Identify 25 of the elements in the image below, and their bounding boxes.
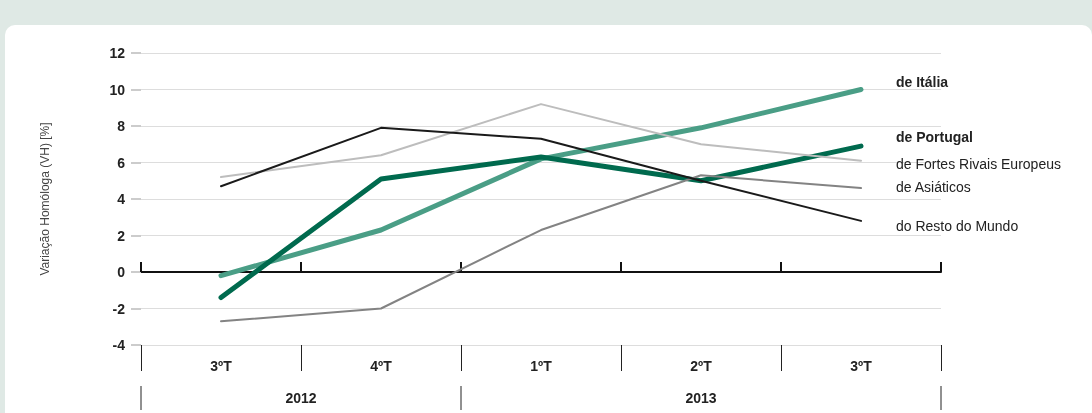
text: de Asiáticos [896,179,971,196]
text: de Fortes Rivais Europeus [896,155,1061,172]
text: de Portugal [896,129,974,146]
y-axis-title: Variação Homóloga (VH) [%] [38,122,52,276]
text: de Itália [896,73,949,90]
y-tick-label: 8 [117,118,126,134]
line-series [220,103,862,179]
x-tick-label: 4ºT [370,358,393,374]
y-tick-label: 4 [117,191,126,207]
y-tick-label: 0 [117,264,126,280]
x-tick-label: 1ºT [530,358,553,374]
x-tick-label: 3ºT [210,358,233,374]
line-series [220,126,862,222]
y-tick-label: 6 [117,154,126,171]
y-tick-label: -4 [112,337,126,353]
x-tick-label: 2ºT [690,358,713,374]
text: do Resto do Mundo [896,217,1019,234]
y-tick-label: 12 [109,45,126,61]
y-tick-label: 10 [109,81,126,98]
y-tick-label: 2 [117,227,126,244]
text: 2013 [685,390,717,406]
line-series [220,174,862,323]
x-tick-label: 3ºT [850,358,873,374]
y-tick-label: -2 [112,300,126,317]
text: 2012 [285,390,317,406]
